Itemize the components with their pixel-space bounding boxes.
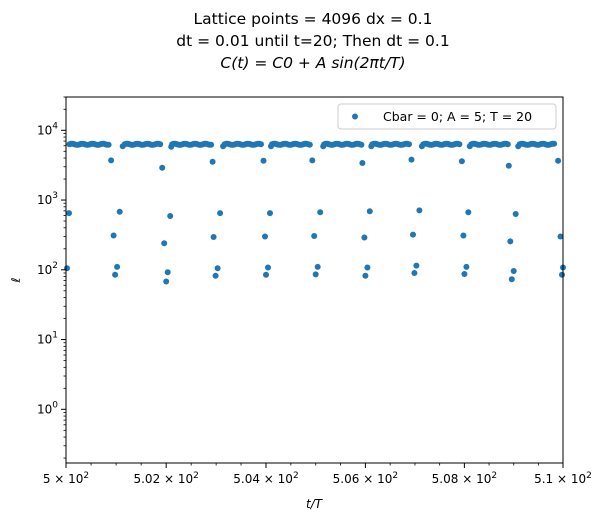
y-tick-label: 102 <box>37 261 58 277</box>
data-point <box>66 210 72 217</box>
data-point <box>116 208 123 215</box>
data-point <box>314 263 321 270</box>
data-point <box>461 271 468 277</box>
data-point <box>311 233 318 239</box>
x-axis-label: t/T <box>306 497 324 511</box>
data-point <box>164 269 171 276</box>
data-point <box>413 262 420 269</box>
data-point <box>265 264 271 271</box>
x-tick-label: 5.04 × 102 <box>233 471 298 486</box>
data-point <box>159 164 166 171</box>
data-point <box>306 141 313 148</box>
data-point <box>163 278 170 285</box>
data-point <box>114 263 121 270</box>
data-point <box>208 141 215 148</box>
x-tick-label: 5.08 × 102 <box>432 471 497 486</box>
data-point <box>366 208 373 215</box>
data-point <box>263 271 269 278</box>
data-point <box>105 141 112 148</box>
data-point <box>460 232 467 239</box>
data-point <box>508 276 515 283</box>
data-point <box>258 141 264 148</box>
data-point <box>108 157 115 164</box>
data-point <box>317 209 324 216</box>
data-point <box>463 263 470 270</box>
data-point <box>551 140 558 147</box>
data-point <box>512 211 519 217</box>
data-point <box>416 207 423 214</box>
chart-title: Lattice points = 4096 dx = 0.1 dt = 0.01… <box>176 10 449 72</box>
data-point <box>112 271 119 278</box>
legend-marker <box>352 113 358 120</box>
data-point <box>362 272 369 279</box>
data-point <box>406 141 412 148</box>
x-axis-ticks: 5 × 102 5.02 × 102 5.04 × 102 5.06 × 102 5.0… <box>43 463 592 486</box>
data-point <box>262 233 268 240</box>
data-point <box>110 232 117 239</box>
legend: Cbar = 0; A = 5; T = 20 <box>337 103 557 130</box>
legend-box <box>337 103 557 130</box>
data-point <box>410 231 416 238</box>
y-tick-label: 101 <box>37 331 58 347</box>
plot-area <box>65 96 564 464</box>
data-point <box>309 157 316 164</box>
data-point <box>157 141 164 148</box>
data-point <box>465 209 472 216</box>
data-point <box>64 265 70 272</box>
data-point <box>456 141 463 148</box>
x-tick-label: 5.02 × 102 <box>133 471 198 486</box>
title-line-2: dt = 0.01 until t=20; Then dt = 0.1 <box>176 32 449 50</box>
y-axis-ticks: 100 101 102 103 104 <box>37 96 66 459</box>
y-tick-label: 100 <box>37 400 58 416</box>
data-points <box>64 140 566 285</box>
data-point <box>167 213 174 219</box>
data-point <box>505 162 512 169</box>
data-point <box>458 158 465 165</box>
y-tick-label: 103 <box>37 191 58 207</box>
x-tick-label: 5.06 × 102 <box>333 471 398 486</box>
data-point <box>555 157 562 164</box>
data-point <box>504 141 511 148</box>
data-point <box>312 271 319 278</box>
data-point <box>361 234 368 241</box>
data-point <box>209 158 216 165</box>
data-point <box>260 157 267 164</box>
data-point <box>161 240 168 247</box>
data-point <box>510 268 517 274</box>
data-point <box>217 210 224 217</box>
title-line-1: Lattice points = 4096 dx = 0.1 <box>194 10 433 28</box>
data-point <box>267 210 273 217</box>
data-point <box>411 270 418 276</box>
y-axis-label: ℓ <box>9 277 23 283</box>
data-point <box>408 156 415 163</box>
data-point <box>364 264 371 271</box>
data-point <box>210 234 217 240</box>
y-tick-label: 104 <box>37 121 58 137</box>
title-line-3: C(t) = C0 + A sin(2πt/T) <box>220 54 405 72</box>
data-point <box>214 265 221 272</box>
x-tick-label: 5 × 102 <box>43 471 89 486</box>
x-tick-label: 5.1 × 102 <box>534 471 592 486</box>
data-point <box>559 271 565 278</box>
data-point <box>359 160 366 166</box>
data-point <box>557 233 564 240</box>
data-point <box>212 272 219 279</box>
data-point <box>507 238 514 245</box>
legend-label: Cbar = 0; A = 5; T = 20 <box>383 109 532 124</box>
data-point <box>358 141 365 148</box>
